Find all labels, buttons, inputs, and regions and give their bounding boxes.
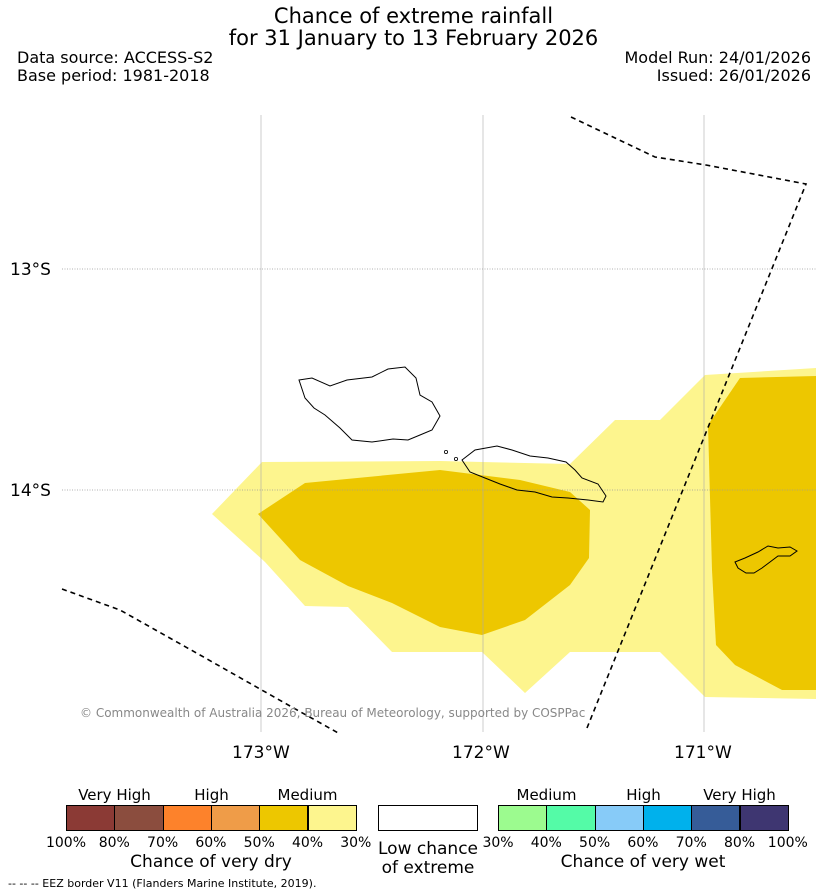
wet-tick-label: 80%: [723, 835, 756, 851]
dry-swatch: [114, 805, 164, 831]
title-line-2: for 31 January to 13 February 2026: [228, 26, 599, 50]
wet-header-high: High: [626, 786, 661, 804]
eez-border-north: [570, 116, 808, 729]
wet-tick-label: 50%: [579, 835, 611, 851]
wet-header-very-high: Very High: [703, 786, 776, 804]
dry-swatch: [307, 805, 357, 831]
wet-tick-label: 60%: [627, 835, 659, 851]
wet-tick-label: 70%: [675, 835, 707, 851]
wet-swatch: [739, 805, 789, 831]
lat-label-13s: 13°S: [10, 260, 51, 280]
map-credit: © Commonwealth of Australia 2026, Bureau…: [80, 706, 586, 720]
wet-swatch: [642, 805, 693, 831]
dry-caption: Chance of very dry: [130, 852, 292, 872]
wet-tick-label: 100%: [767, 835, 808, 851]
medium-dry-region-west-dark: [258, 470, 590, 635]
dry-tick-label: 70%: [147, 835, 179, 851]
lon-label-172w: 172°W: [452, 743, 510, 763]
wet-caption: Chance of very wet: [560, 852, 726, 872]
wet-header-medium: Medium: [516, 786, 577, 804]
wet-swatch: [594, 805, 644, 831]
lon-label-173w: 173°W: [232, 743, 290, 763]
eez-footnote: -- -- -- EEZ border V11 (Flanders Marine…: [8, 877, 317, 890]
wet-swatch: [546, 805, 596, 831]
lon-label-171w: 171°W: [674, 743, 732, 763]
issued-date: Issued: 26/01/2026: [656, 66, 811, 85]
upolu-island: [461, 445, 607, 503]
dry-tick-label: 40%: [291, 835, 324, 851]
base-period: Base period: 1981-2018: [17, 66, 210, 85]
model-run: Model Run: 24/01/2026: [624, 48, 812, 67]
manono-islet: [453, 456, 458, 461]
dry-header-high: High: [194, 786, 229, 804]
low-caption-line-2: of extreme: [381, 858, 475, 878]
wet-swatch: [691, 805, 741, 831]
dry-header-very-high: Very High: [78, 786, 151, 804]
lat-label-14s: 14°S: [10, 481, 51, 501]
wet-swatch: [498, 805, 548, 831]
dry-header-medium: Medium: [277, 786, 338, 804]
dry-swatch: [66, 805, 116, 831]
dry-tick-label: 80%: [98, 835, 130, 851]
low-caption-line-1: Low chance: [378, 839, 478, 859]
apolima-islet: [443, 449, 448, 454]
dry-swatch: [162, 805, 212, 831]
dry-tick-label: 100%: [45, 835, 87, 851]
low-chance-swatch: [378, 805, 478, 831]
dry-tick-label: 50%: [243, 835, 275, 851]
medium-dry-region-east-dark: [708, 376, 816, 690]
dry-swatch: [210, 805, 261, 831]
eez-border-southwest: [61, 588, 341, 735]
dry-tick-label: 30%: [340, 835, 372, 851]
wet-tick-label: 30%: [482, 835, 514, 851]
savaii-island: [298, 366, 441, 443]
data-source: Data source: ACCESS-S2: [17, 48, 214, 67]
title-line-1: Chance of extreme rainfall: [273, 4, 554, 28]
tutuila-island: [734, 545, 798, 574]
wet-tick-label: 40%: [530, 835, 562, 851]
dry-swatch: [259, 805, 309, 831]
dry-tick-label: 60%: [195, 835, 227, 851]
